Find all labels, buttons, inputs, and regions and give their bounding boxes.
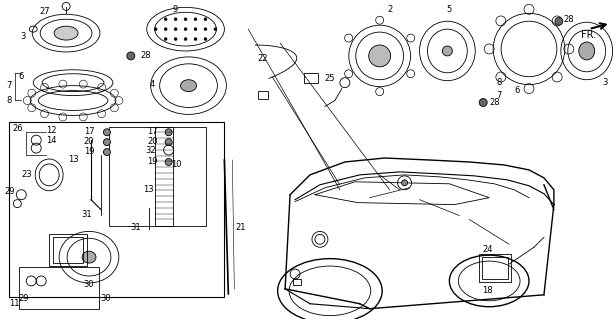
Text: 20: 20 [84,137,94,146]
Text: 30: 30 [100,294,111,303]
Circle shape [164,37,167,41]
Ellipse shape [82,251,96,263]
Text: 18: 18 [482,286,493,295]
Circle shape [127,52,135,60]
Text: 29: 29 [18,294,28,303]
Text: 3: 3 [602,78,607,87]
Text: 7: 7 [496,91,502,100]
Circle shape [164,28,167,31]
Bar [53,237,83,263]
Circle shape [174,37,177,41]
Text: 20: 20 [147,137,158,146]
Text: 11: 11 [9,299,20,308]
Circle shape [174,18,177,21]
Text: 2: 2 [387,5,392,14]
Circle shape [402,180,408,186]
Circle shape [184,28,187,31]
Circle shape [103,129,110,136]
Bar [155,127,172,227]
Text: 13: 13 [68,156,78,164]
Text: 9: 9 [173,5,178,14]
Bar [293,279,301,285]
Ellipse shape [442,46,452,56]
Text: 4: 4 [150,80,155,89]
Circle shape [194,18,197,21]
Circle shape [204,28,207,31]
Text: 29: 29 [4,187,15,196]
Circle shape [479,99,487,107]
Text: 10: 10 [171,160,182,170]
Circle shape [184,18,187,21]
Text: 13: 13 [144,185,154,194]
Circle shape [184,37,187,41]
Text: 7: 7 [7,81,12,90]
Text: 24: 24 [482,245,492,254]
Text: 28: 28 [490,98,500,107]
Text: 31: 31 [82,210,92,219]
Circle shape [174,28,177,31]
Text: 14: 14 [46,136,57,145]
Circle shape [214,28,217,31]
Text: 8: 8 [7,96,12,105]
Text: 32: 32 [145,146,156,155]
Text: 12: 12 [46,126,57,135]
Text: 19: 19 [147,157,158,166]
Text: 25: 25 [325,74,335,83]
Bar [479,254,511,282]
Circle shape [194,37,197,41]
Ellipse shape [180,80,197,92]
Text: 3: 3 [20,32,26,41]
Bar [9,122,224,297]
Bar [49,234,87,266]
Text: 26: 26 [12,124,23,133]
Text: FR.: FR. [581,30,596,40]
Text: 28: 28 [140,52,151,60]
Bar [258,91,268,99]
Text: 21: 21 [235,223,246,232]
Text: 5: 5 [447,5,452,14]
Text: 23: 23 [21,170,31,180]
Circle shape [103,148,110,156]
Text: 17: 17 [84,127,94,136]
Text: 17: 17 [147,127,158,136]
Text: 31: 31 [131,223,141,232]
Text: 8: 8 [496,78,502,87]
Text: 30: 30 [84,280,94,289]
Text: 6: 6 [18,72,24,81]
Circle shape [204,37,207,41]
Bar [304,73,318,83]
Circle shape [164,18,167,21]
Ellipse shape [369,45,391,67]
Text: 19: 19 [84,147,94,156]
Circle shape [165,139,172,146]
Ellipse shape [54,26,78,40]
Circle shape [194,28,197,31]
Circle shape [154,28,157,31]
Circle shape [555,17,563,25]
Ellipse shape [579,42,594,60]
Bar [109,127,206,227]
Bar [19,267,99,309]
Text: 28: 28 [564,15,574,24]
Circle shape [204,18,207,21]
Bar [482,257,508,279]
Circle shape [165,158,172,165]
Circle shape [165,129,172,136]
Text: 22: 22 [257,54,267,63]
Text: 6: 6 [514,86,520,95]
Circle shape [103,139,110,146]
Text: 27: 27 [40,7,51,16]
